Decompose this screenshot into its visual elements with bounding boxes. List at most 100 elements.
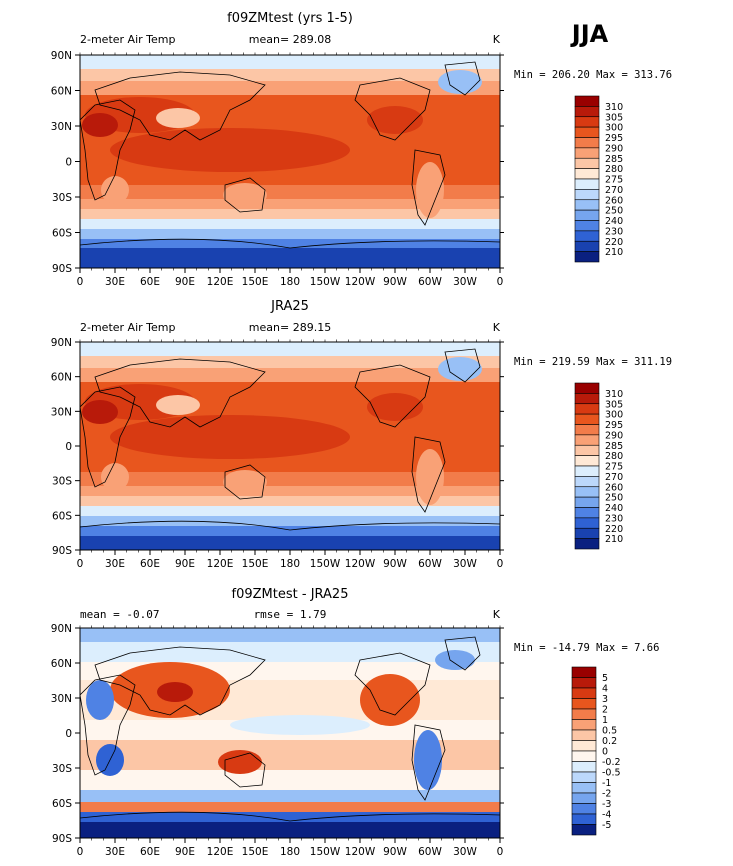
- samerica: [416, 449, 444, 505]
- australia-warm-bias: [218, 750, 262, 774]
- colorbar-label: 270: [605, 185, 623, 196]
- greenland-cold: [438, 70, 482, 94]
- colorbar-label: 0.2: [602, 736, 617, 747]
- colorbar-label: 240: [605, 216, 623, 227]
- x-tick-label: 150W: [310, 846, 341, 858]
- greenland-cold: [438, 357, 482, 381]
- x-tick-label: 90E: [175, 276, 195, 288]
- colorbar-label: 230: [605, 513, 623, 524]
- namerica-warm: [367, 106, 423, 134]
- colorbar-label: 1: [602, 715, 608, 726]
- x-tick-label: 120W: [345, 846, 376, 858]
- y-tick-label: 90S: [52, 263, 72, 275]
- x-tick-label: 90W: [383, 558, 407, 570]
- colorbar-swatch: [574, 496, 600, 508]
- x-tick-label: 90W: [383, 276, 407, 288]
- band-subarctic: [80, 356, 500, 368]
- colorbar-label: 300: [605, 410, 623, 421]
- x-tick-label: 60W: [418, 276, 442, 288]
- colorbar-label: -3: [602, 799, 611, 810]
- colorbar-swatch: [571, 813, 597, 825]
- colorbar-label: -2: [602, 789, 611, 800]
- namerica-warm: [367, 393, 423, 421]
- colorbar-swatch: [571, 824, 597, 836]
- colorbar-label: 230: [605, 226, 623, 237]
- x-tick-label: 150E: [242, 558, 269, 570]
- x-tick-label: 0: [497, 846, 504, 858]
- colorbar-swatch: [571, 782, 597, 794]
- colorbar-swatch: [571, 750, 597, 762]
- x-tick-label: 180: [280, 276, 300, 288]
- y-tick-label: 60S: [52, 510, 72, 522]
- y-tick-label: 90N: [51, 623, 72, 635]
- namerica-warm-bias: [360, 674, 420, 726]
- colorbar-label: -0.5: [602, 768, 621, 779]
- y-tick-label: 30S: [52, 192, 72, 204]
- axes: 0 30E 60E 90E 120E 150E 180 150W 120W 90W 60W 30W 09…: [51, 50, 504, 288]
- band-arctic: [80, 55, 500, 69]
- panel-title: JRA25: [270, 299, 309, 314]
- panel-mean-label: mean= 289.08: [249, 33, 331, 46]
- colorbar-swatch: [574, 168, 600, 180]
- y-tick-label: 60N: [51, 372, 72, 384]
- australia: [223, 470, 267, 494]
- colorbar-swatch: [574, 413, 600, 425]
- band-antarctica-interior: [80, 248, 500, 268]
- colorbar-label: 250: [605, 206, 623, 217]
- y-tick-label: 90S: [52, 545, 72, 557]
- band-south-subtropics: [80, 472, 500, 486]
- x-tick-label: 30W: [453, 846, 477, 858]
- colorbar-swatch: [574, 403, 600, 415]
- panel-units: K: [493, 321, 501, 334]
- samerica: [416, 162, 444, 218]
- panel-reanalysis: JRA25 2-meter Air Temp mean= 289.15 K: [51, 299, 672, 570]
- colorbar-label: 4: [602, 684, 608, 695]
- min-max-label: Min = 206.20 Max = 313.76: [514, 69, 672, 81]
- colorbar-swatch: [574, 434, 600, 446]
- x-tick-label: 120E: [207, 276, 234, 288]
- x-tick-label: 180: [280, 558, 300, 570]
- y-tick-label: 60N: [51, 86, 72, 98]
- colorbar-label: 290: [605, 143, 623, 154]
- colorbar-swatch: [574, 251, 600, 263]
- season-label: JJA: [570, 20, 609, 48]
- colorbar-swatch: [574, 126, 600, 138]
- colorbar-label: 0: [602, 747, 608, 758]
- x-tick-label: 60E: [140, 846, 160, 858]
- band-antarctica-interior: [80, 822, 500, 838]
- greenland-bias: [435, 650, 475, 670]
- safrica: [101, 463, 129, 491]
- colorbar-label: 250: [605, 493, 623, 504]
- colorbar-swatch: [574, 189, 600, 201]
- colorbar-swatch: [574, 209, 600, 221]
- colorbar-swatch: [571, 666, 597, 678]
- africa-cold-bias: [86, 680, 114, 720]
- pacific-cool: [230, 715, 370, 735]
- y-tick-label: 30N: [51, 406, 72, 418]
- colorbar-label: -4: [602, 810, 611, 821]
- min-max-label: Min = 219.59 Max = 311.19: [514, 356, 672, 368]
- warm-pool: [110, 415, 350, 459]
- band-high-lat: [80, 81, 500, 95]
- x-tick-label: 30W: [453, 276, 477, 288]
- axes: 0 30E 60E 90E 120E 150E 180 150W 120W 90W 60W 30W 09…: [51, 623, 504, 858]
- colorbar-label: 275: [605, 462, 623, 473]
- panel-variable-label: 2-meter Air Temp: [80, 33, 175, 46]
- band-southern-ocean: [80, 219, 500, 229]
- colorbar-label: -0.2: [602, 757, 621, 768]
- band-south-mid2: [80, 496, 500, 506]
- colorbar-label: 310: [605, 389, 623, 400]
- panel-variable-label: 2-meter Air Temp: [80, 321, 175, 334]
- colorbar-label: -5: [602, 820, 611, 831]
- x-tick-label: 60W: [418, 846, 442, 858]
- colorbar-label: 280: [605, 164, 623, 175]
- band-southern-ocean: [80, 790, 500, 802]
- colorbar-swatch: [571, 677, 597, 689]
- panel-title: f09ZMtest - JRA25: [232, 587, 349, 602]
- x-tick-label: 90E: [175, 558, 195, 570]
- colorbar-swatch: [574, 230, 600, 242]
- tibet-warm-bias: [157, 682, 193, 702]
- x-tick-label: 150W: [310, 276, 341, 288]
- colorbar-swatch: [574, 220, 600, 232]
- colorbar-swatch: [574, 157, 600, 169]
